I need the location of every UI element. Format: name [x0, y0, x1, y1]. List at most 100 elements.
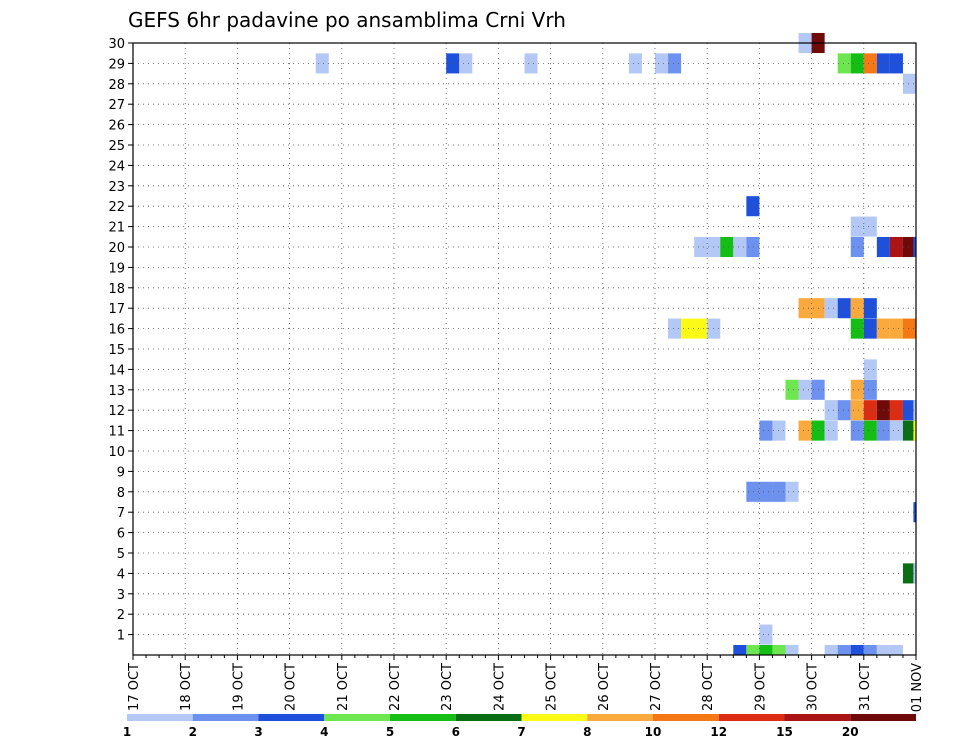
legend-swatch [127, 714, 193, 721]
heatmap-cell [863, 318, 877, 339]
heatmap-cell [876, 645, 890, 655]
x-tick-label: 31 OCT [858, 663, 873, 711]
heatmap-cell [863, 420, 877, 441]
heatmap-cell [759, 481, 773, 502]
heatmap-cell [628, 53, 642, 74]
heatmap-cell [746, 481, 760, 502]
legend-label: 12 [710, 725, 727, 739]
y-tick-label: 26 [108, 119, 125, 134]
heatmap-cell [850, 216, 864, 237]
heatmap-cell [889, 420, 903, 441]
y-tick-label: 4 [117, 567, 125, 582]
y-axis: 1234567891011121314151617181920212223242… [108, 37, 133, 644]
heatmap-cell [837, 53, 851, 74]
heatmap-cell [798, 379, 812, 400]
y-tick-label: 30 [108, 37, 125, 52]
y-tick-label: 25 [108, 139, 125, 154]
legend-swatch [653, 714, 719, 721]
heatmap-cell [694, 236, 708, 258]
heatmap-cell [524, 53, 538, 74]
heatmap-cell [850, 318, 864, 339]
heatmap-cell [837, 298, 851, 319]
heatmap-cell [913, 420, 916, 441]
heatmap-cell [824, 400, 838, 421]
heatmap-cell [863, 400, 877, 421]
legend-swatch [784, 714, 851, 721]
y-tick-label: 13 [108, 384, 125, 399]
y-tick-label: 19 [108, 261, 125, 276]
heatmap-cell [902, 73, 916, 94]
heatmap-cell [746, 196, 760, 217]
legend-label: 20 [842, 725, 859, 739]
heatmap-cell [459, 53, 473, 74]
legend-label: 8 [583, 725, 591, 739]
legend-swatch [718, 714, 785, 721]
heatmap-cell [785, 379, 799, 400]
y-tick-label: 6 [117, 527, 125, 542]
x-tick-label: 18 OCT [179, 663, 194, 711]
heatmap-cell [889, 318, 903, 339]
heatmap-cell [850, 645, 864, 655]
x-tick-label: 23 OCT [440, 663, 455, 711]
heatmap-cell [863, 379, 877, 400]
x-tick-label: 01 NOV [910, 663, 925, 712]
heatmap-cell [759, 624, 773, 645]
heatmap-cell [913, 236, 916, 258]
x-tick-label: 30 OCT [806, 663, 821, 711]
x-tick-label: 26 OCT [597, 663, 612, 711]
x-tick-label: 27 OCT [649, 663, 664, 711]
heatmap-cell [889, 645, 903, 655]
y-tick-label: 27 [108, 98, 125, 113]
heatmap-cell [850, 53, 864, 74]
y-tick-label: 16 [108, 323, 125, 338]
heatmap-cell [902, 400, 916, 421]
heatmap-cell [850, 298, 864, 319]
heatmap-cell [863, 298, 877, 319]
y-tick-label: 20 [108, 241, 125, 256]
x-tick-label: 28 OCT [701, 663, 716, 711]
heatmap-cell [681, 318, 695, 339]
heatmap-cells [315, 32, 916, 655]
legend-swatch [390, 714, 456, 721]
y-tick-label: 11 [108, 425, 125, 440]
heatmap-cell [889, 400, 903, 421]
y-tick-label: 21 [108, 221, 125, 236]
legend-label: 5 [386, 725, 394, 739]
x-tick-label: 29 OCT [753, 663, 768, 711]
y-tick-label: 12 [108, 404, 125, 419]
legend-label: 2 [189, 725, 197, 739]
heatmap-cell [902, 563, 916, 584]
y-tick-label: 15 [108, 343, 125, 358]
y-tick-label: 23 [108, 180, 125, 195]
heatmap-cell [655, 53, 669, 74]
legend-label: 15 [776, 725, 793, 739]
heatmap-cell [446, 53, 460, 74]
heatmap-cell [694, 318, 708, 339]
heatmap-cell [850, 420, 864, 441]
heatmap-cell [772, 645, 786, 655]
y-tick-label: 9 [117, 465, 125, 480]
heatmap-cell [798, 420, 812, 441]
heatmap-cell [668, 53, 682, 74]
heatmap-cell [759, 420, 773, 441]
heatmap-cell [733, 236, 747, 258]
heatmap-cell [913, 502, 916, 523]
x-tick-label: 19 OCT [231, 663, 246, 711]
heatmap-cell [315, 53, 329, 74]
heatmap-cell [746, 236, 760, 258]
y-tick-label: 17 [108, 302, 125, 317]
heatmap-cell [837, 645, 851, 655]
heatmap-cell [913, 563, 916, 584]
x-tick-label: 20 OCT [284, 663, 299, 711]
legend-label: 4 [320, 725, 328, 739]
x-tick-label: 25 OCT [545, 663, 560, 711]
heatmap-cell [837, 400, 851, 421]
legend-swatch [587, 714, 653, 721]
y-tick-label: 7 [117, 506, 125, 521]
y-tick-label: 18 [108, 282, 125, 297]
heatmap-cell [850, 236, 864, 258]
y-tick-label: 29 [108, 57, 125, 72]
heatmap-cell [889, 53, 903, 74]
heatmap-cell [785, 481, 799, 502]
